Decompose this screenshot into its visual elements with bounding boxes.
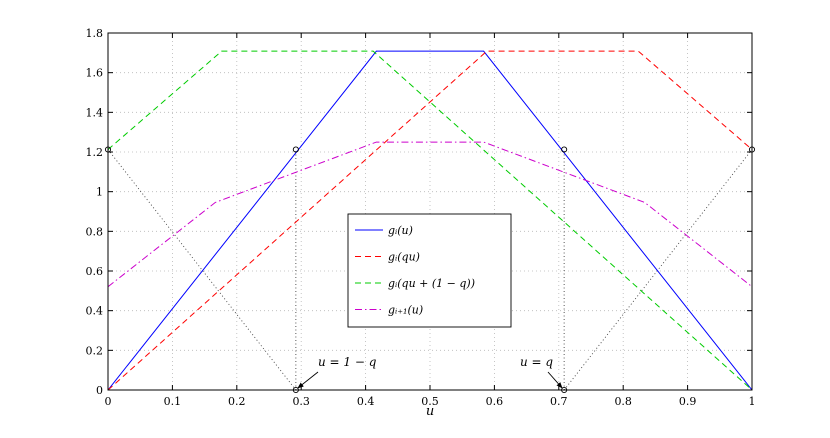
x-tick-label: 0.2 [228, 395, 246, 408]
x-tick-label: 0.3 [292, 395, 310, 408]
x-tick-label: 1 [749, 395, 756, 408]
y-tick-label: 0.4 [86, 305, 104, 318]
annotation-label: u = q [520, 355, 553, 369]
axis-ticks: 0 0.1 0.2 0.3 0.4 0.5 0.6 0.7 0.8 0.9 1 0 0.2 0.4 0.6 0… [86, 27, 756, 408]
y-tick-label: 1.6 [86, 67, 104, 80]
y-tick-label: 1 [96, 186, 103, 199]
series-lines [107, 50, 753, 391]
y-tick-label: 1.4 [86, 106, 104, 119]
guide-lines [107, 149, 753, 391]
y-tick-label: 0.2 [86, 344, 104, 357]
y-tick-label: 0.6 [86, 265, 104, 278]
x-tick-label: 0.6 [486, 395, 504, 408]
legend-label-3: gᵢ(qu + (1 − q)) [388, 277, 475, 290]
x-tick-label: 0 [105, 395, 112, 408]
series-line-3 [107, 50, 753, 391]
legend-label-1: gᵢ(u) [388, 224, 413, 237]
plot-frame [107, 32, 753, 391]
legend-label-2: gᵢ(qu) [388, 251, 420, 264]
x-tick-label: 0.8 [614, 395, 632, 408]
grid [108, 33, 752, 390]
y-tick-label: 0 [96, 384, 103, 397]
x-tick-label: 0.5 [421, 395, 439, 408]
series-line-1 [107, 50, 753, 391]
annotation-label: u = 1 − q [318, 355, 377, 369]
series-line-2 [107, 50, 753, 391]
point-marker [561, 146, 568, 153]
point-marker [292, 146, 299, 153]
legend-box [347, 213, 512, 328]
y-tick-label: 1.2 [86, 146, 104, 159]
annotations: u = 1 − q u = q [297, 355, 563, 389]
y-tick-label: 1.8 [86, 27, 104, 40]
annotation-arrow [547, 371, 563, 389]
annotation-arrow [297, 371, 319, 389]
x-tick-label: 0.9 [679, 395, 697, 408]
y-tick-label: 0.8 [86, 225, 104, 238]
series-line-4 [107, 141, 753, 288]
x-axis-label: u [426, 404, 434, 419]
legend: gᵢ(u) gᵢ(qu) gᵢ(qu + (1 − q)) gᵢ₊₁(u) [347, 213, 512, 328]
x-tick-label: 0.4 [357, 395, 375, 408]
x-tick-label: 0.1 [164, 395, 182, 408]
x-tick-label: 0.7 [550, 395, 568, 408]
legend-label-4: gᵢ₊₁(u) [388, 304, 423, 317]
